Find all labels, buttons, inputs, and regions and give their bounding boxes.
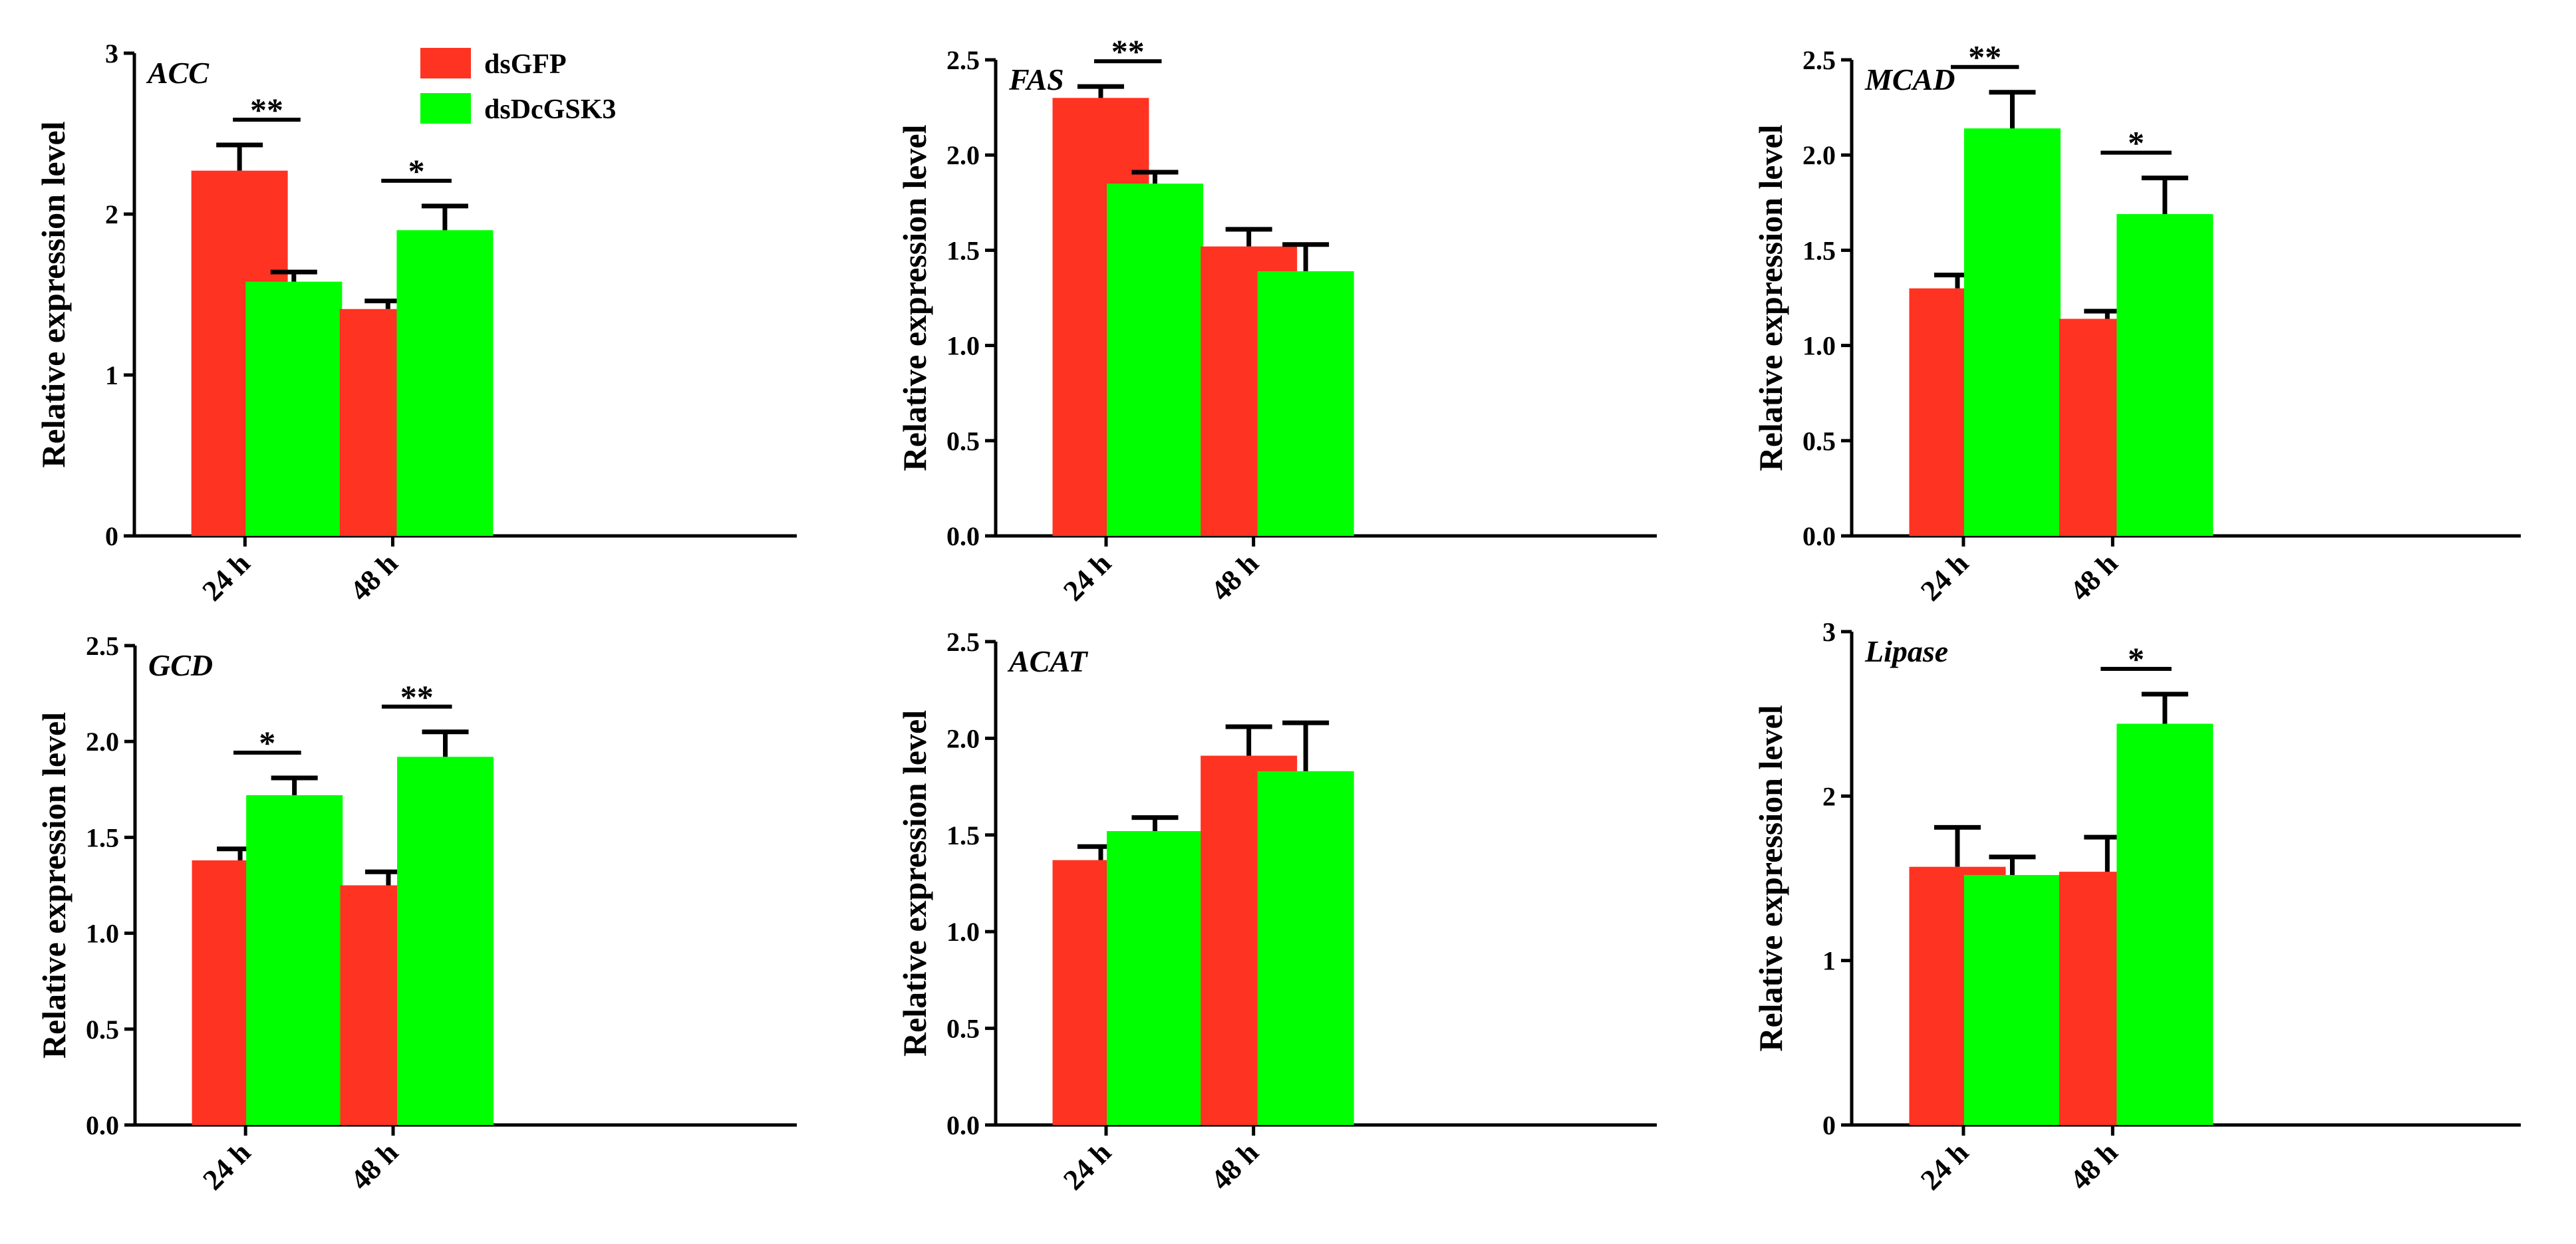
y-tick-label: 2.0 xyxy=(1802,140,1836,170)
x-tick-label: 48 h xyxy=(2064,1136,2124,1196)
bar-dsDcGSK3-24h xyxy=(245,281,343,536)
y-tick-label: 3 xyxy=(1822,617,1836,647)
chart-panel-6: 0 1 2 3 Relative expression level Lipase 24 h 4… xyxy=(1752,617,2521,1196)
chart-panel-2: 0.0 0.5 1.0 1.5 2.0 2.5 Relative expression le… xyxy=(896,33,1657,607)
y-tick-label: 2.5 xyxy=(86,631,119,661)
y-tick-label: 0.5 xyxy=(946,426,980,456)
significance-marker: * xyxy=(2128,640,2144,678)
bar-dsDcGSK3-48h xyxy=(397,757,494,1125)
panel-title: Lipase xyxy=(1864,634,1948,668)
x-tick-label: 48 h xyxy=(1205,547,1265,607)
y-tick-label: 1.0 xyxy=(86,919,119,949)
bar-dsDcGSK3-48h xyxy=(1257,271,1354,536)
y-tick-label: 2.5 xyxy=(946,45,980,75)
panel-title: GCD xyxy=(148,648,213,682)
bar-dsDcGSK3-24h xyxy=(1964,875,2061,1125)
panel-title: FAS xyxy=(1008,62,1064,96)
bar-dsDcGSK3-48h xyxy=(2116,213,2214,536)
x-tick-label: 24 h xyxy=(196,547,257,607)
y-tick-label: 1.0 xyxy=(946,331,980,361)
y-tick-label: 2.0 xyxy=(86,727,119,757)
y-tick-label: 1 xyxy=(105,360,118,390)
y-tick-label: 0.5 xyxy=(946,1014,980,1044)
legend-label: dsGFP xyxy=(484,49,567,80)
y-tick-label: 2.5 xyxy=(946,627,980,657)
significance-marker: ** xyxy=(1968,39,2001,76)
significance-marker: * xyxy=(259,724,275,761)
legend: dsGFP dsDcGSK3 xyxy=(420,48,616,125)
y-tick-label: 0.5 xyxy=(1802,426,1836,456)
y-axis-label: Relative expression level xyxy=(1752,124,1789,471)
legend-swatch-dsGFP xyxy=(420,48,471,78)
bar-dsDcGSK3-48h xyxy=(396,230,494,536)
chart-panel-5: 0.0 0.5 1.0 1.5 2.0 2.5 Relative expression le… xyxy=(896,627,1657,1196)
x-tick-label: 24 h xyxy=(1914,1136,1975,1196)
significance-marker: * xyxy=(408,152,425,189)
y-tick-label: 1.5 xyxy=(946,235,980,265)
y-tick-label: 1.5 xyxy=(86,822,119,852)
bar-dsDcGSK3-24h xyxy=(1964,128,2061,536)
y-tick-label: 1 xyxy=(1822,946,1836,976)
bar-dsDcGSK3-24h xyxy=(246,795,343,1125)
y-tick-label: 1.5 xyxy=(946,820,980,850)
y-tick-label: 1.0 xyxy=(946,917,980,947)
y-tick-label: 0 xyxy=(105,521,118,551)
x-tick-label: 24 h xyxy=(1057,547,1117,607)
x-tick-label: 48 h xyxy=(344,547,404,607)
x-tick-label: 48 h xyxy=(1205,1136,1265,1196)
y-axis-label: Relative expression level xyxy=(35,121,72,467)
legend-label: dsDcGSK3 xyxy=(484,94,616,125)
y-axis-label: Relative expression level xyxy=(35,712,72,1058)
x-tick-label: 24 h xyxy=(1914,547,1975,607)
chart-panel-3: 0.0 0.5 1.0 1.5 2.0 2.5 Relative expression le… xyxy=(1752,39,2521,607)
y-tick-label: 0.0 xyxy=(1802,521,1836,551)
y-tick-label: 2.0 xyxy=(946,723,980,753)
x-tick-label: 48 h xyxy=(2064,547,2124,607)
significance-marker: ** xyxy=(400,678,434,715)
y-tick-label: 3 xyxy=(105,39,118,68)
x-tick-label: 24 h xyxy=(1057,1136,1117,1196)
chart-panel-1: 0 1 2 3 Relative expression level ACC 24 h 48 h… xyxy=(35,39,797,607)
chart-panel-4: 0.0 0.5 1.0 1.5 2.0 2.5 Relative expression le… xyxy=(35,631,797,1196)
significance-marker: * xyxy=(2128,124,2144,162)
panel-title: ACC xyxy=(146,56,210,90)
significance-marker: ** xyxy=(250,91,283,128)
bar-dsDcGSK3-24h xyxy=(1106,184,1203,536)
y-tick-label: 2 xyxy=(105,199,118,229)
y-axis-label: Relative expression level xyxy=(1752,705,1789,1051)
y-tick-label: 0.0 xyxy=(86,1110,119,1140)
y-tick-label: 0.0 xyxy=(946,521,980,551)
x-tick-label: 48 h xyxy=(344,1136,404,1196)
y-axis-label: Relative expression level xyxy=(896,124,933,471)
panel-title: ACAT xyxy=(1007,644,1089,678)
significance-marker: ** xyxy=(1111,33,1145,70)
y-tick-label: 2.0 xyxy=(946,140,980,170)
legend-swatch-dsDcGSK3 xyxy=(420,93,471,124)
y-tick-label: 0.5 xyxy=(86,1015,119,1045)
y-tick-label: 0 xyxy=(1822,1110,1836,1140)
panel-title: MCAD xyxy=(1864,62,1955,96)
y-tick-label: 1.0 xyxy=(1802,331,1836,361)
y-axis-label: Relative expression level xyxy=(896,710,933,1057)
y-tick-label: 2.5 xyxy=(1802,45,1836,75)
x-tick-label: 24 h xyxy=(196,1136,257,1196)
y-tick-label: 2 xyxy=(1822,781,1836,811)
y-tick-label: 0.0 xyxy=(946,1110,980,1140)
bar-dsDcGSK3-48h xyxy=(1257,771,1354,1125)
bar-dsDcGSK3-24h xyxy=(1106,830,1203,1125)
bar-dsDcGSK3-48h xyxy=(2116,723,2214,1125)
y-tick-label: 1.5 xyxy=(1802,235,1836,265)
